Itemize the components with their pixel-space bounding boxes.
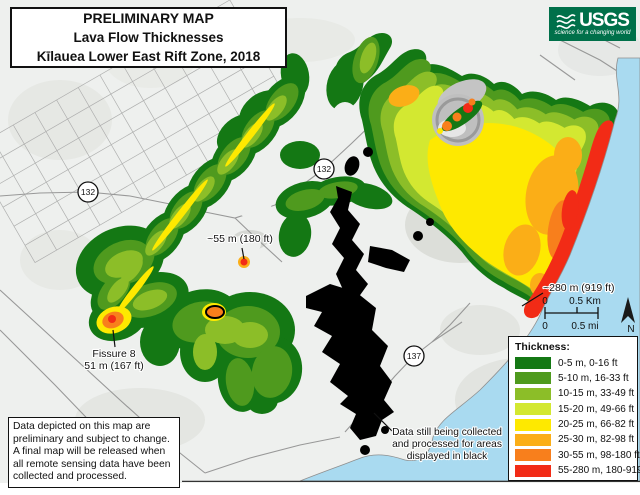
- svg-text:displayed in black: displayed in black: [407, 451, 488, 462]
- legend-label: 10-15 m, 33-49 ft: [558, 388, 635, 400]
- legend-label: 0-5 m, 0-16 ft: [558, 357, 618, 369]
- scale-mi-label: 0.5 mi: [571, 321, 598, 332]
- map-annotations: ~55 m (180 ft) Fissure 8 51 m (167 ft) ~…: [83, 232, 616, 463]
- legend-swatch: [515, 433, 551, 446]
- legend-label: 30-55 m, 98-180 ft: [558, 449, 640, 461]
- legend-row: 5-10 m, 16-33 ft: [515, 372, 637, 385]
- usgs-wave-icon: [556, 13, 576, 29]
- legend-label: 55-280 m, 180-919 ft: [558, 465, 640, 477]
- svg-text:132: 132: [81, 187, 95, 197]
- legend-swatch: [515, 464, 551, 477]
- route-shields: 132 132 137: [77, 158, 425, 367]
- map-title-line2: Lava Flow Thicknesses: [73, 30, 224, 45]
- legend-row: 15-20 m, 49-66 ft: [515, 403, 637, 416]
- svg-text:137: 137: [407, 351, 421, 361]
- black-unprocessed-areas: [306, 147, 434, 455]
- scale-km-zero: 0: [542, 296, 548, 307]
- legend-row: 30-55 m, 98-180 ft: [515, 449, 640, 462]
- kipuka-gaps: [233, 102, 359, 254]
- svg-text:Data still being collected: Data still being collected: [392, 427, 502, 438]
- scale-km-label: 0.5 Km: [569, 296, 601, 307]
- legend-row: 20-25 m, 66-82 ft: [515, 418, 637, 431]
- annotation-black-note: Data still being collected and processed…: [373, 412, 503, 463]
- north-label: N: [627, 324, 634, 335]
- legend-swatch: [515, 387, 551, 400]
- crater-cone: [432, 79, 487, 146]
- legend-label: 25-30 m, 82-98 ft: [558, 434, 635, 446]
- lava-thickness-10-15m: [105, 42, 599, 370]
- map-title-line3: Kīlauea Lower East Rift Zone, 2018: [36, 49, 261, 64]
- annotation-fissure8: Fissure 8 51 m (167 ft): [83, 329, 145, 373]
- scale-mi-zero: 0: [542, 321, 548, 332]
- legend-title: Thickness:: [515, 341, 570, 353]
- svg-text:Fissure 8: Fissure 8: [92, 348, 135, 360]
- annotation-delta-thickness: ~280 m (919 ft): [521, 281, 616, 307]
- legend-swatch: [515, 449, 551, 462]
- legend-row: 10-15 m, 33-49 ft: [515, 387, 637, 400]
- svg-text:and processed for areas: and processed for areas: [392, 439, 502, 450]
- legend-label: 5-10 m, 16-33 ft: [558, 372, 629, 384]
- legend-box: Thickness: 0-5 m, 0-16 ft 5-10 m, 16-33 …: [508, 336, 640, 481]
- legend-swatch: [515, 372, 551, 385]
- disclaimer-box: Data depicted on this map are preliminar…: [8, 417, 180, 488]
- legend-label: 20-25 m, 66-82 ft: [558, 419, 635, 431]
- usgs-wordmark: USGS: [579, 9, 630, 31]
- legend-swatch: [515, 418, 551, 431]
- annotation-channel-thickness: ~55 m (180 ft): [206, 232, 274, 260]
- legend-swatch: [515, 403, 551, 416]
- svg-text:51 m (167 ft): 51 m (167 ft): [84, 360, 144, 372]
- usgs-logo: USGS science for a changing world: [549, 7, 636, 41]
- usgs-tagline: science for a changing world: [554, 29, 631, 36]
- legend-label: 15-20 m, 49-66 ft: [558, 403, 635, 415]
- svg-text:132: 132: [317, 164, 331, 174]
- north-arrow-icon: N: [621, 297, 635, 335]
- map-title-line1: PRELIMINARY MAP: [83, 10, 214, 26]
- route-shield-132-west: 132: [77, 181, 99, 203]
- svg-text:~55 m (180 ft): ~55 m (180 ft): [207, 233, 273, 245]
- legend-row: 25-30 m, 82-98 ft: [515, 433, 637, 446]
- legend-swatch: [515, 357, 551, 369]
- route-shield-137: 137: [403, 345, 425, 367]
- svg-text:~280 m (919 ft): ~280 m (919 ft): [543, 282, 615, 294]
- scale-bar: 0 0.5 Km 0 0.5 mi: [542, 296, 601, 332]
- map-canvas: 132 132 137 ~55 m (180 ft) Fissure 8 51 …: [0, 0, 640, 483]
- route-shield-132-east: 132: [313, 158, 335, 180]
- map-title-box: PRELIMINARY MAP Lava Flow Thicknesses Kī…: [10, 7, 287, 68]
- legend-row: 0-5 m, 0-16 ft: [515, 357, 637, 369]
- legend-row: 55-280 m, 180-919 ft: [515, 464, 640, 477]
- disclaimer-text: Data depicted on this map are preliminar…: [13, 421, 171, 483]
